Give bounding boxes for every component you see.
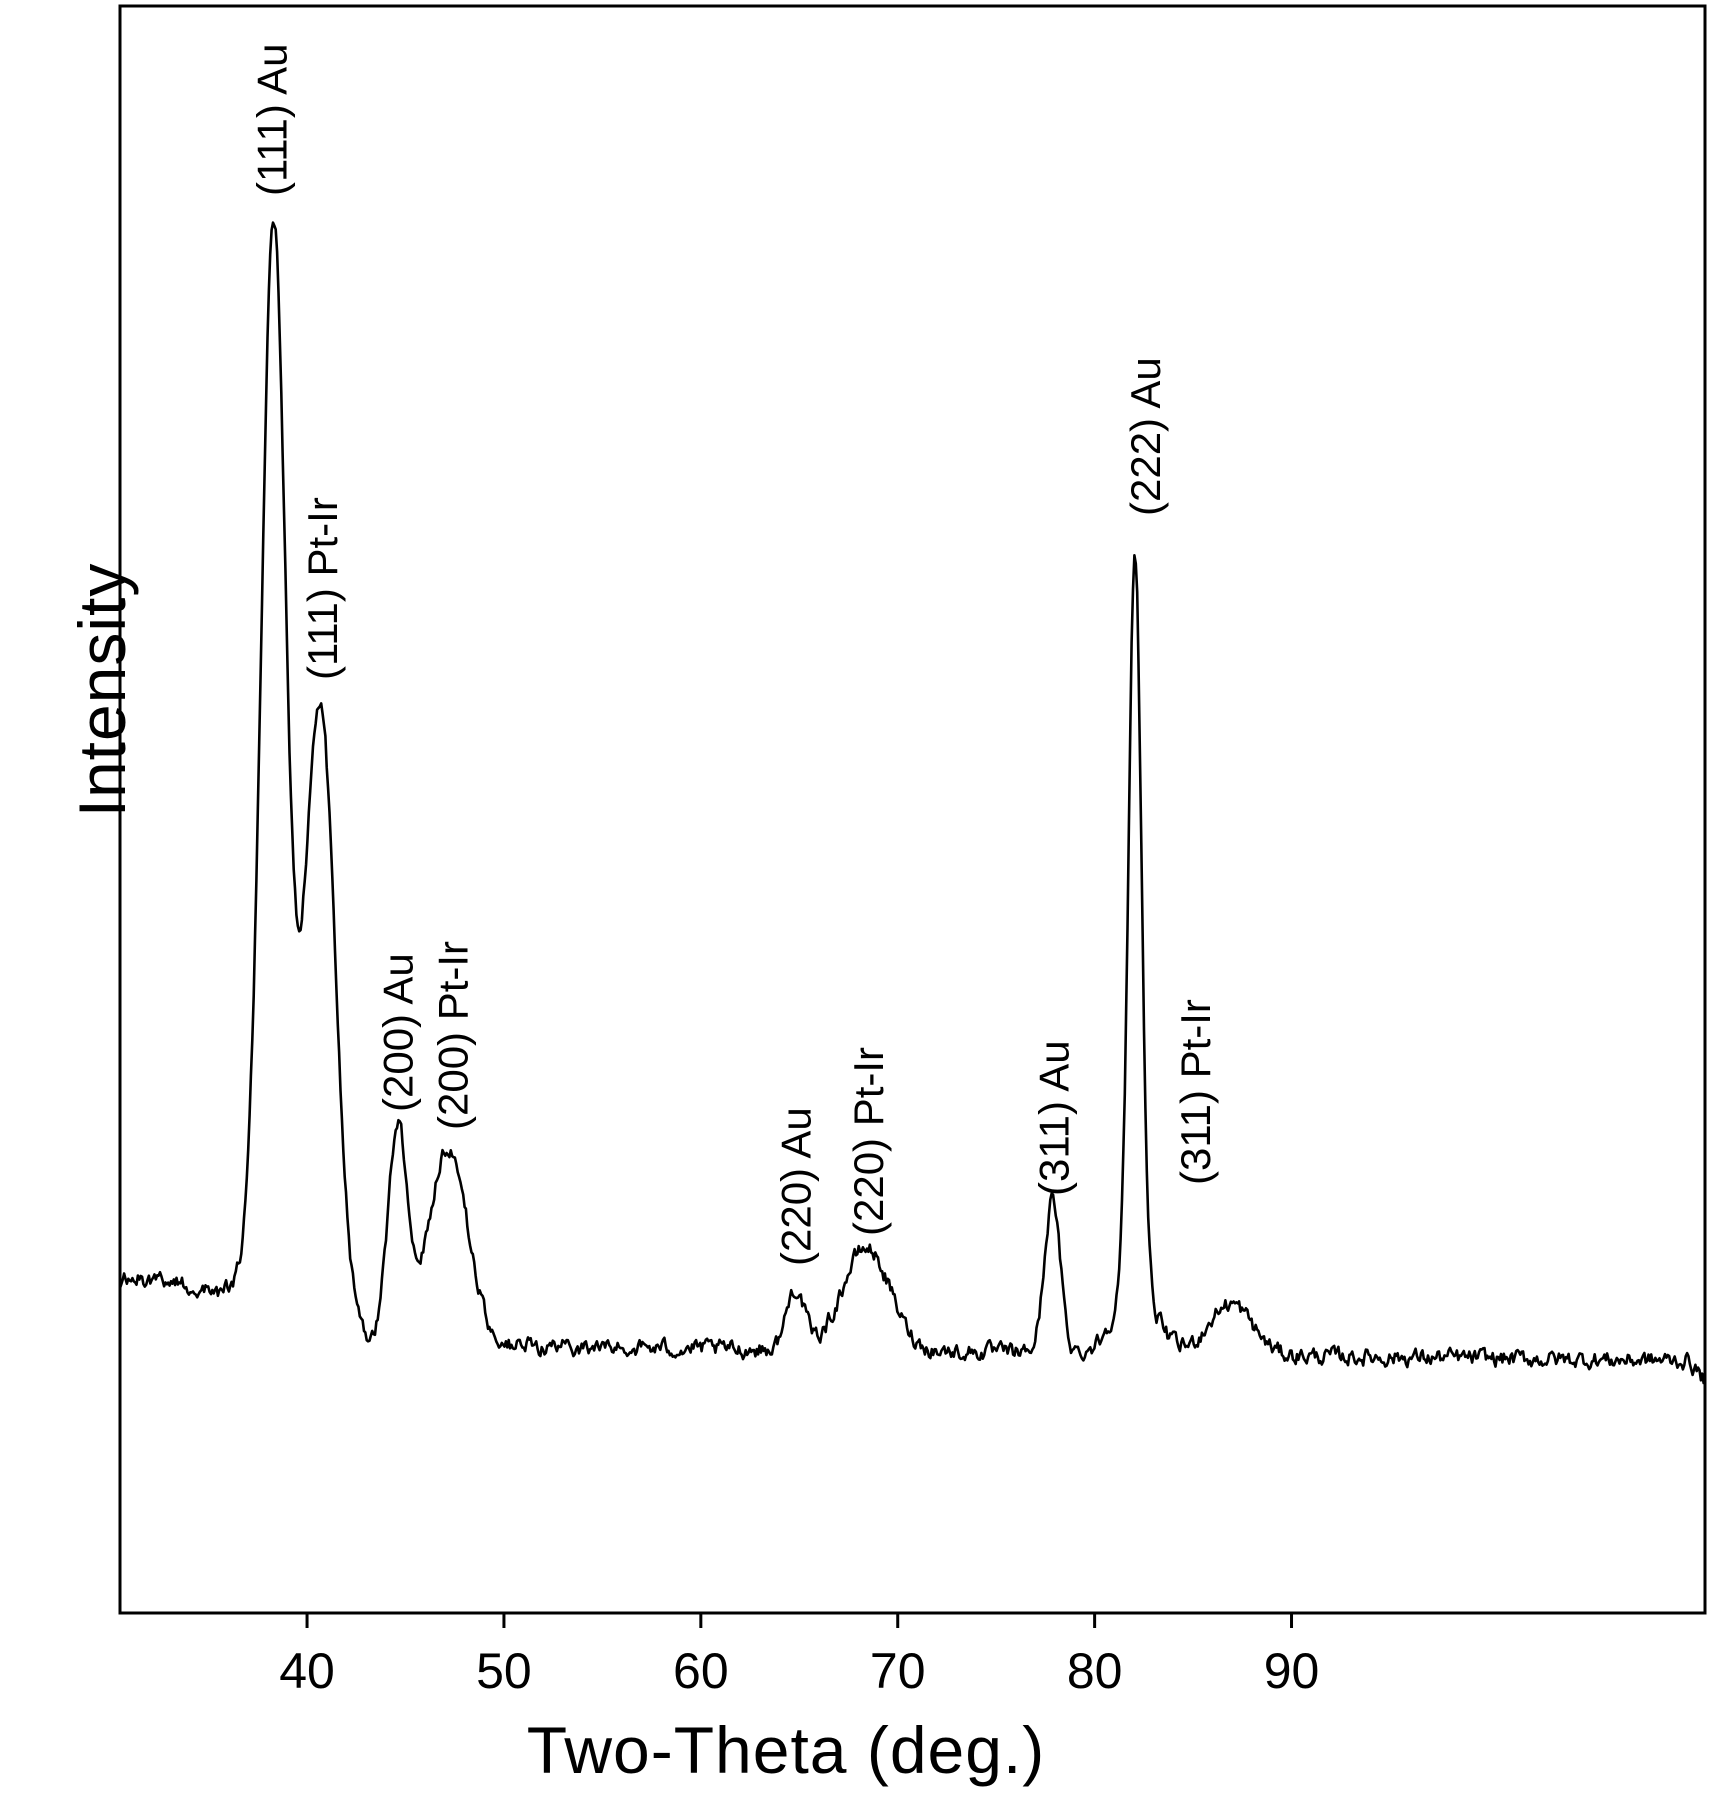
peak-annotation: (111) Au — [249, 43, 296, 196]
plot-border — [118, 4, 1707, 1615]
y-axis-title: Intensity — [65, 562, 139, 818]
x-tick-label: 50 — [476, 1643, 532, 1699]
peak-annotation: (111) Pt-Ir — [299, 497, 346, 680]
peak-annotation: (311) Au — [1030, 1040, 1077, 1196]
peak-annotation: (311) Pt-Ir — [1172, 999, 1219, 1185]
x-tick-label: 80 — [1067, 1643, 1123, 1699]
x-axis-title: Two-Theta (deg.) — [526, 1713, 1046, 1787]
peak-annotation: (200) Au — [375, 953, 422, 1112]
peak-annotation: (220) Pt-Ir — [845, 1047, 892, 1236]
x-tick-label: 70 — [870, 1643, 926, 1699]
diffraction-curve — [118, 221, 1707, 1385]
peak-annotation: (222) Au — [1122, 357, 1169, 516]
x-tick-label: 90 — [1264, 1643, 1320, 1699]
x-tick-label: 40 — [279, 1643, 335, 1699]
peak-annotation: (220) Au — [772, 1107, 819, 1266]
x-tick-label: 60 — [673, 1643, 729, 1699]
peak-annotation: (200) Pt-Ir — [430, 941, 477, 1130]
